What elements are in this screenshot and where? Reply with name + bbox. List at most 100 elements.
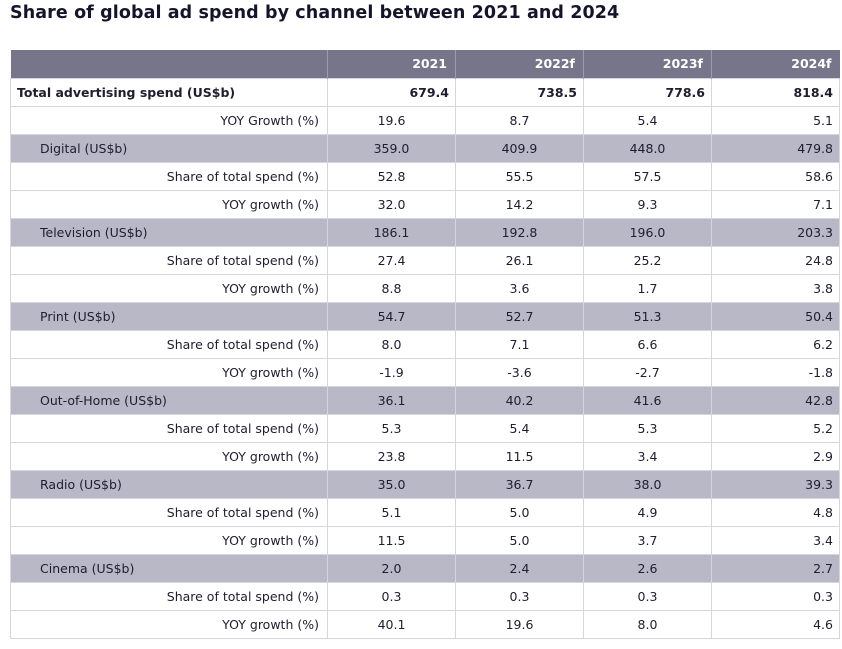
row-label: YOY growth (%) — [10, 274, 328, 302]
value-cell: 3.7 — [583, 526, 712, 554]
value-cell: 0.3 — [327, 582, 456, 610]
value-cell: 192.8 — [455, 218, 584, 246]
value-cell: 26.1 — [455, 246, 584, 274]
value-cell: 54.7 — [327, 302, 456, 330]
row-label: Total advertising spend (US$b) — [10, 78, 328, 106]
value-cell: 3.8 — [711, 274, 840, 302]
metric-row: Share of total spend (%) 5.1 5.0 4.9 4.8 — [10, 498, 840, 526]
row-label: YOY growth (%) — [10, 190, 328, 218]
value-cell: 36.1 — [327, 386, 456, 414]
row-label: Share of total spend (%) — [10, 330, 328, 358]
value-cell: 52.8 — [327, 162, 456, 190]
value-cell: 19.6 — [327, 106, 456, 134]
channel-row: Out-of-Home (US$b) 36.1 40.2 41.6 42.8 — [10, 386, 840, 414]
channel-row: Digital (US$b) 359.0 409.9 448.0 479.8 — [10, 134, 840, 162]
metric-row: Share of total spend (%) 5.3 5.4 5.3 5.2 — [10, 414, 840, 442]
value-cell: 35.0 — [327, 470, 456, 498]
value-cell: 5.4 — [455, 414, 584, 442]
value-cell: 186.1 — [327, 218, 456, 246]
value-cell: 52.7 — [455, 302, 584, 330]
value-cell: 0.3 — [455, 582, 584, 610]
metric-row: YOY growth (%) -1.9 -3.6 -2.7 -1.8 — [10, 358, 840, 386]
table-title: Share of global ad spend by channel betw… — [10, 3, 620, 23]
value-cell: 1.7 — [583, 274, 712, 302]
value-cell: 2.4 — [455, 554, 584, 582]
value-cell: 51.3 — [583, 302, 712, 330]
value-cell: 55.5 — [455, 162, 584, 190]
value-cell: 409.9 — [455, 134, 584, 162]
value-cell: 36.7 — [455, 470, 584, 498]
value-cell: 50.4 — [711, 302, 840, 330]
metric-row: Share of total spend (%) 52.8 55.5 57.5 58.6 — [10, 162, 840, 190]
table-body: Total advertising spend (US$b) 679.4 738.5… — [10, 78, 840, 638]
value-cell: 7.1 — [455, 330, 584, 358]
value-cell: 11.5 — [455, 442, 584, 470]
header-cell-stub — [10, 50, 328, 78]
value-cell: 41.6 — [583, 386, 712, 414]
value-cell: 2.7 — [711, 554, 840, 582]
row-label: Print (US$b) — [10, 302, 328, 330]
row-label: Share of total spend (%) — [10, 414, 328, 442]
value-cell: 4.9 — [583, 498, 712, 526]
metric-row: YOY growth (%) 32.0 14.2 9.3 7.1 — [10, 190, 840, 218]
header-cell-2024f: 2024f — [711, 50, 840, 78]
metric-row: Share of total spend (%) 8.0 7.1 6.6 6.2 — [10, 330, 840, 358]
value-cell: 778.6 — [583, 78, 712, 106]
value-cell: 5.1 — [711, 106, 840, 134]
value-cell: 8.7 — [455, 106, 584, 134]
value-cell: 8.8 — [327, 274, 456, 302]
value-cell: 3.4 — [711, 526, 840, 554]
value-cell: -1.9 — [327, 358, 456, 386]
value-cell: 2.6 — [583, 554, 712, 582]
value-cell: 5.1 — [327, 498, 456, 526]
value-cell: 57.5 — [583, 162, 712, 190]
value-cell: 38.0 — [583, 470, 712, 498]
value-cell: -3.6 — [455, 358, 584, 386]
value-cell: 39.3 — [711, 470, 840, 498]
row-label: Share of total spend (%) — [10, 498, 328, 526]
value-cell: -1.8 — [711, 358, 840, 386]
row-label: Out-of-Home (US$b) — [10, 386, 328, 414]
value-cell: 24.8 — [711, 246, 840, 274]
row-label: Radio (US$b) — [10, 470, 328, 498]
metric-row: Share of total spend (%) 27.4 26.1 25.2 24.8 — [10, 246, 840, 274]
value-cell: 5.3 — [583, 414, 712, 442]
value-cell: 5.0 — [455, 526, 584, 554]
value-cell: 9.3 — [583, 190, 712, 218]
header-cell-2023f: 2023f — [583, 50, 712, 78]
row-label: Share of total spend (%) — [10, 246, 328, 274]
value-cell: 359.0 — [327, 134, 456, 162]
value-cell: 25.2 — [583, 246, 712, 274]
value-cell: 5.0 — [455, 498, 584, 526]
value-cell: 479.8 — [711, 134, 840, 162]
value-cell: 7.1 — [711, 190, 840, 218]
value-cell: 40.1 — [327, 610, 456, 638]
value-cell: 4.8 — [711, 498, 840, 526]
value-cell: 19.6 — [455, 610, 584, 638]
row-label: Television (US$b) — [10, 218, 328, 246]
value-cell: 2.9 — [711, 442, 840, 470]
row-label: Share of total spend (%) — [10, 162, 328, 190]
metric-row: Share of total spend (%) 0.3 0.3 0.3 0.3 — [10, 582, 840, 610]
value-cell: 32.0 — [327, 190, 456, 218]
metric-row: YOY growth (%) 23.8 11.5 3.4 2.9 — [10, 442, 840, 470]
value-cell: 5.3 — [327, 414, 456, 442]
header-cell-2021: 2021 — [327, 50, 456, 78]
value-cell: 0.3 — [711, 582, 840, 610]
row-label: YOY growth (%) — [10, 526, 328, 554]
value-cell: 5.2 — [711, 414, 840, 442]
value-cell: 2.0 — [327, 554, 456, 582]
header-cell-2022f: 2022f — [455, 50, 584, 78]
value-cell: 4.6 — [711, 610, 840, 638]
row-label: YOY growth (%) — [10, 358, 328, 386]
value-cell: 3.4 — [583, 442, 712, 470]
value-cell: 448.0 — [583, 134, 712, 162]
row-label: YOY Growth (%) — [10, 106, 328, 134]
value-cell: 23.8 — [327, 442, 456, 470]
row-label: YOY growth (%) — [10, 442, 328, 470]
row-label: Cinema (US$b) — [10, 554, 328, 582]
value-cell: 818.4 — [711, 78, 840, 106]
value-cell: 8.0 — [583, 610, 712, 638]
value-cell: 40.2 — [455, 386, 584, 414]
value-cell: 5.4 — [583, 106, 712, 134]
